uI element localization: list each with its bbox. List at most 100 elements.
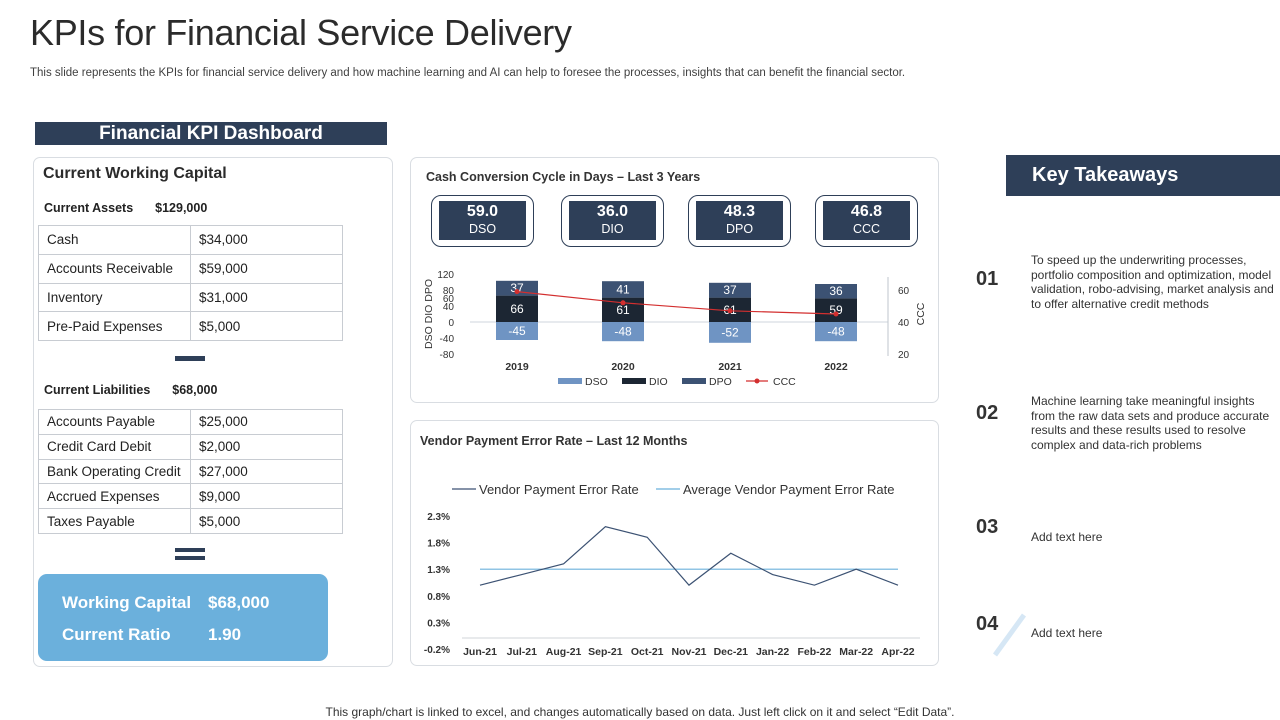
page-subtitle: This slide represents the KPIs for finan… bbox=[30, 67, 906, 79]
page-title: KPIs for Financial Service Delivery bbox=[30, 12, 572, 53]
bar-label-dpo: 36 bbox=[829, 284, 843, 298]
y-axis-label: DSO DIO DPO bbox=[423, 279, 435, 349]
bar-label-dso: -48 bbox=[614, 325, 632, 339]
row-value: $31,000 bbox=[190, 282, 343, 313]
y-tick-label: 80 bbox=[443, 286, 455, 297]
bar-label-dso: -48 bbox=[827, 325, 845, 339]
y-tick-label: 1.8% bbox=[427, 539, 450, 550]
takeaway-text: To speed up the underwriting processes, … bbox=[1031, 253, 1274, 311]
y2-axis-label: CCC bbox=[915, 302, 927, 325]
kpi-label: DIO bbox=[601, 222, 624, 236]
x-tick-label: 2021 bbox=[718, 361, 742, 373]
kpi-card-dso: 59.0 DSO bbox=[431, 195, 534, 247]
legend-label: CCC bbox=[773, 376, 796, 388]
equals-sign-bottom bbox=[175, 556, 205, 560]
bar-dpo bbox=[815, 284, 857, 299]
legend-label: DPO bbox=[709, 376, 732, 388]
legend-label: DSO bbox=[585, 376, 608, 388]
bar-label-dso: -45 bbox=[508, 324, 526, 338]
minus-sign bbox=[175, 356, 205, 361]
row-value: $59,000 bbox=[190, 253, 343, 284]
legend-label: Vendor Payment Error Rate bbox=[479, 482, 639, 497]
y-tick-label: 2.3% bbox=[427, 512, 450, 523]
x-tick-label: Sep-21 bbox=[588, 646, 623, 658]
y-tick-label: -80 bbox=[440, 350, 455, 361]
x-tick-label: Mar-22 bbox=[839, 646, 873, 658]
y-tick-label: 120 bbox=[437, 270, 454, 281]
y-tick-label: -40 bbox=[440, 334, 455, 345]
working-capital-title: Current Working Capital bbox=[43, 165, 227, 182]
x-tick-label: Apr-22 bbox=[881, 646, 914, 658]
bar-label-dio: 61 bbox=[616, 303, 630, 317]
vendor-payment-chart-title: Vendor Payment Error Rate – Last 12 Mont… bbox=[420, 434, 688, 448]
row-label: Inventory bbox=[38, 282, 191, 313]
takeaway-text: Add text here bbox=[1031, 626, 1103, 640]
takeaway-number: 01 bbox=[976, 268, 999, 290]
y2-tick-label: 60 bbox=[898, 286, 910, 297]
bar-dpo bbox=[496, 280, 538, 296]
kpi-card-ccc: 46.8 CCC bbox=[815, 195, 918, 247]
bar-dpo bbox=[602, 281, 644, 298]
row-label: Accounts Payable bbox=[38, 409, 191, 435]
row-value: $9,000 bbox=[190, 483, 343, 510]
x-tick-label: Aug-21 bbox=[546, 646, 582, 658]
x-tick-label: Feb-22 bbox=[797, 646, 831, 658]
legend-label: DIO bbox=[649, 376, 668, 388]
table-row: Taxes Payable $5,000 bbox=[38, 508, 343, 534]
y-tick-label: 40 bbox=[443, 302, 455, 313]
current-liabilities-value: $68,000 bbox=[172, 383, 218, 397]
y2-tick-label: 40 bbox=[898, 318, 910, 329]
slash-decoration bbox=[992, 613, 1027, 657]
current-liabilities-heading: Current Liabilities $68,000 bbox=[44, 383, 239, 397]
working-capital-label: Working Capital bbox=[62, 593, 192, 612]
vendor-payment-panel bbox=[410, 420, 939, 666]
key-takeaways-banner: Key Takeaways bbox=[1006, 155, 1280, 196]
kpi-card-dpo: 48.3 DPO bbox=[688, 195, 791, 247]
row-label: Bank Operating Credit bbox=[38, 458, 191, 485]
x-tick-label: Jan-22 bbox=[756, 646, 789, 658]
y-tick-label: 0.8% bbox=[427, 592, 450, 603]
y-tick-label: -0.2% bbox=[424, 645, 450, 656]
takeaway-text: Add text here bbox=[1031, 530, 1103, 544]
row-value: $5,000 bbox=[190, 508, 343, 534]
takeaway-number: 02 bbox=[976, 402, 999, 424]
legend-swatch bbox=[558, 378, 582, 384]
ccc-point bbox=[833, 311, 839, 317]
row-label: Credit Card Debit bbox=[38, 433, 191, 460]
current-ratio-label: Current Ratio bbox=[62, 625, 171, 644]
ccc-point bbox=[727, 308, 733, 314]
kpi-value: 36.0 bbox=[596, 203, 629, 220]
x-tick-label: Dec-21 bbox=[714, 646, 749, 658]
kpi-label: DPO bbox=[725, 222, 754, 236]
assets-table: Cash $34,000 Accounts Receivable $59,000 Inv… bbox=[38, 225, 343, 341]
bar-dso bbox=[709, 322, 751, 343]
y-tick-label: 60 bbox=[443, 294, 455, 305]
legend-swatch-dot bbox=[754, 378, 760, 384]
ccc-chart-title: Cash Conversion Cycle in Days – Last 3 Y… bbox=[426, 170, 701, 184]
y2-tick-label: 20 bbox=[898, 350, 910, 361]
table-row: Accrued Expenses $9,000 bbox=[38, 483, 343, 510]
takeaway-number: 03 bbox=[976, 516, 999, 538]
legend-label: Average Vendor Payment Error Rate bbox=[683, 482, 895, 497]
ccc-line bbox=[516, 291, 837, 315]
row-label: Taxes Payable bbox=[38, 508, 191, 534]
row-label: Accounts Receivable bbox=[38, 253, 191, 284]
row-value: $34,000 bbox=[190, 225, 343, 255]
current-assets-label: Current Assets bbox=[44, 201, 134, 215]
bar-dio bbox=[815, 298, 857, 322]
row-value: $27,000 bbox=[190, 458, 343, 485]
liabilities-table: Accounts Payable $25,000 Credit Card Debit… bbox=[38, 409, 343, 534]
x-tick-label: 2019 bbox=[505, 361, 529, 373]
bar-label-dso: -52 bbox=[721, 325, 739, 339]
y-tick-label: 0.3% bbox=[427, 618, 450, 629]
bar-label-dio: 66 bbox=[510, 302, 524, 316]
legend-swatch bbox=[622, 378, 646, 384]
row-label: Accrued Expenses bbox=[38, 483, 191, 510]
kpi-value: 48.3 bbox=[723, 203, 756, 220]
vendor-payment-chart: Vendor Payment Error Rate Average Vendor … bbox=[424, 482, 920, 658]
current-ratio-value: 1.90 bbox=[208, 625, 242, 644]
row-value: $2,000 bbox=[190, 433, 343, 460]
row-label: Cash bbox=[38, 225, 191, 255]
x-tick-label: 2020 bbox=[611, 361, 635, 373]
